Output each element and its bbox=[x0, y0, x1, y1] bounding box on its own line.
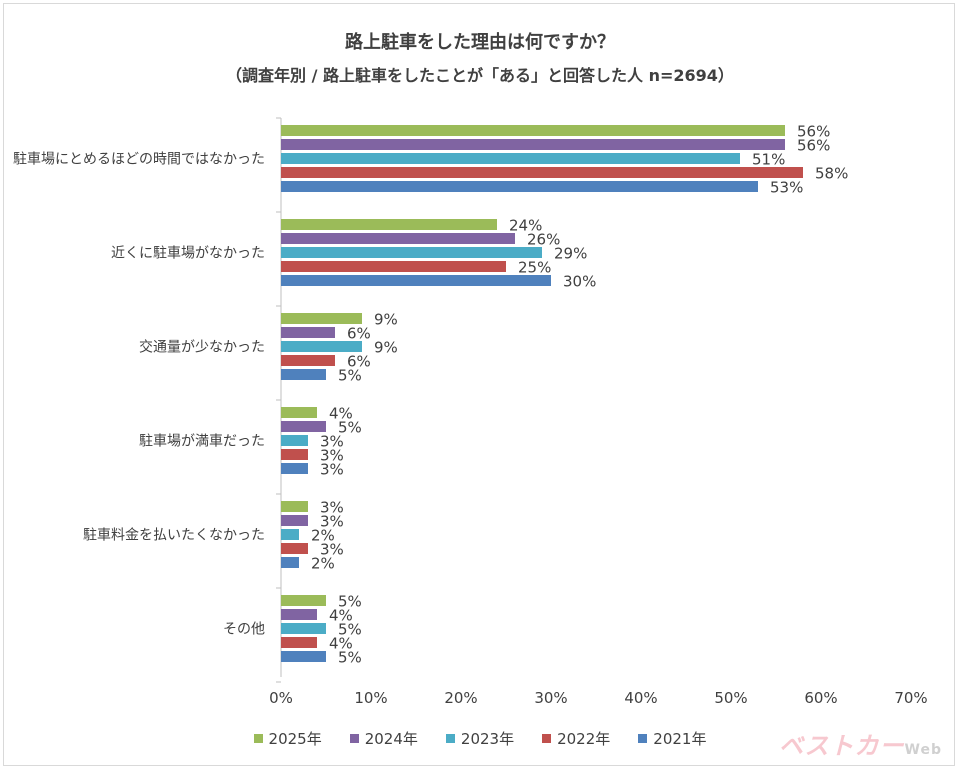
legend-swatch bbox=[253, 734, 263, 743]
data-label: 5% bbox=[338, 621, 362, 639]
bar-2023年-2 bbox=[281, 341, 362, 352]
legend-label: 2021年 bbox=[653, 730, 707, 748]
legend-label: 2023年 bbox=[460, 730, 515, 748]
data-label: 9% bbox=[374, 339, 398, 357]
bar-chart: 駐車場にとめるほどの時間ではなかった 56%56% 51% 58% 53% 近くに駐車場が… bbox=[13, 117, 928, 707]
bar-2021年-5 bbox=[281, 651, 326, 662]
x-tick-label: 70% bbox=[894, 689, 927, 707]
bar-2024年-3 bbox=[281, 421, 326, 432]
bar-2023年-3 bbox=[281, 435, 308, 446]
legend-item: 2024年 bbox=[349, 728, 418, 749]
data-label: 4% bbox=[329, 635, 353, 653]
x-tick-label: 20% bbox=[444, 689, 477, 707]
data-label: 6% bbox=[347, 353, 371, 371]
x-tick-label: 0% bbox=[269, 689, 293, 707]
x-tick-label: 50% bbox=[714, 689, 747, 707]
legend-item: 2023年 bbox=[445, 728, 515, 749]
category-label: その他 bbox=[223, 622, 265, 638]
data-label: 3% bbox=[320, 447, 344, 465]
data-label: 4% bbox=[329, 607, 353, 625]
legend-item: 2022年 bbox=[542, 728, 610, 749]
bar-2022年-3 bbox=[281, 449, 308, 460]
data-label: 3% bbox=[320, 433, 344, 451]
bar-2024年-4 bbox=[281, 515, 308, 526]
chart-title: 路上駐車をした理由は何ですか？ bbox=[345, 32, 615, 53]
data-label: 3% bbox=[320, 541, 344, 559]
data-label: 3% bbox=[320, 499, 344, 517]
legend-label: 2022年 bbox=[557, 730, 611, 748]
bar-2025年-4 bbox=[281, 501, 308, 512]
watermark-sub: Web bbox=[904, 742, 942, 758]
x-tick-label: 10% bbox=[354, 689, 387, 707]
bar-2021年-1 bbox=[281, 275, 551, 286]
category-label: 近くに駐車場がなかった bbox=[111, 245, 265, 262]
category-label: 駐車場が満車だった bbox=[139, 433, 265, 450]
x-tick-label: 30% bbox=[534, 689, 567, 707]
bar-2021年-0 bbox=[281, 181, 758, 192]
data-label: 24% bbox=[509, 217, 542, 235]
data-label: 30% bbox=[563, 273, 596, 291]
data-label: 29% bbox=[554, 245, 587, 263]
legend-swatch bbox=[445, 734, 455, 743]
data-label: 3% bbox=[320, 461, 344, 479]
data-label: 6% bbox=[347, 325, 371, 343]
category-label: 交通量が少なかった bbox=[139, 339, 265, 356]
data-label: 5% bbox=[338, 649, 362, 667]
data-label: 58% bbox=[815, 165, 848, 183]
bar-2023年-0 bbox=[281, 153, 740, 164]
bar-2025年-1 bbox=[281, 219, 497, 230]
bar-2024年-2 bbox=[281, 327, 335, 338]
data-label: 25% bbox=[518, 259, 551, 277]
bar-2022年-4 bbox=[281, 543, 308, 554]
watermark-logo: ベストカーWeb bbox=[779, 726, 942, 761]
data-label: 2% bbox=[311, 555, 335, 573]
bar-2022年-5 bbox=[281, 637, 317, 648]
bar-2022年-2 bbox=[281, 355, 335, 366]
x-tick-label: 60% bbox=[804, 689, 837, 707]
legend-swatch bbox=[542, 734, 552, 743]
category-label: 駐車場にとめるほどの時間ではなかった bbox=[13, 151, 265, 168]
bar-2023年-1 bbox=[281, 247, 542, 258]
bar-2025年-3 bbox=[281, 407, 317, 418]
data-label: 53% bbox=[770, 179, 803, 197]
legend-item: 2025年 bbox=[253, 728, 322, 749]
bar-2022年-1 bbox=[281, 261, 506, 272]
bar-2021年-3 bbox=[281, 463, 308, 474]
data-label: 5% bbox=[338, 593, 362, 611]
bar-2024年-5 bbox=[281, 609, 317, 620]
bar-2021年-2 bbox=[281, 369, 326, 380]
legend-label: 2024年 bbox=[364, 730, 418, 748]
watermark-main: ベストカー bbox=[779, 732, 905, 760]
legend-swatch bbox=[638, 734, 648, 743]
bar-2023年-5 bbox=[281, 623, 326, 634]
legend-label: 2025年 bbox=[268, 730, 322, 748]
data-label: 26% bbox=[527, 231, 560, 249]
chart-legend: 2025年 2024年 2023年 2022年 2021年 bbox=[0, 728, 960, 749]
data-label: 51% bbox=[752, 151, 785, 169]
data-label: 5% bbox=[338, 367, 362, 385]
data-label: 56% bbox=[797, 123, 830, 141]
category-label: 駐車料金を払いたくなかった bbox=[83, 527, 265, 544]
bar-2024年-0 bbox=[281, 139, 785, 150]
data-label: 56% bbox=[797, 137, 830, 155]
bar-2022年-0 bbox=[281, 167, 803, 178]
bar-2025年-5 bbox=[281, 595, 326, 606]
bar-2025年-0 bbox=[281, 125, 785, 136]
bar-2025年-2 bbox=[281, 313, 362, 324]
data-label: 3% bbox=[320, 513, 344, 531]
data-label: 4% bbox=[329, 405, 353, 423]
legend-item: 2021年 bbox=[638, 728, 706, 749]
data-label: 2% bbox=[311, 527, 335, 545]
bar-2021年-4 bbox=[281, 557, 299, 568]
bar-2023年-4 bbox=[281, 529, 299, 540]
data-label: 5% bbox=[338, 419, 362, 437]
data-label: 9% bbox=[374, 311, 398, 329]
x-tick-label: 40% bbox=[624, 689, 657, 707]
legend-swatch bbox=[349, 734, 359, 743]
chart-subtitle: （調査年別 / 路上駐車をしたことが「ある」と回答した人 n=2694） bbox=[226, 66, 734, 85]
bar-2024年-1 bbox=[281, 233, 515, 244]
